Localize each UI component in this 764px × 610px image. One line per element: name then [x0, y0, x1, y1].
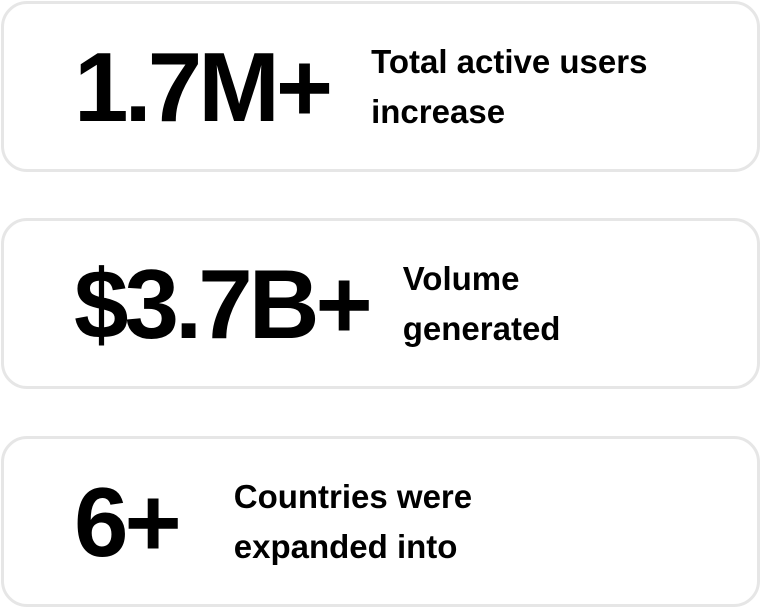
stat-value: $3.7B+: [74, 248, 373, 359]
stat-description: Countries were expanded into: [234, 472, 472, 572]
stat-description-line: Countries were: [233, 477, 473, 515]
stat-card-countries: 6+ Countries were expanded into: [1, 436, 760, 607]
stat-description-line: Total active users: [371, 42, 648, 80]
stat-description-line: generated: [402, 309, 561, 347]
stat-description: Volume generated: [403, 254, 561, 354]
stat-description: Total active users increase: [371, 37, 647, 137]
stat-value: 6+: [74, 466, 182, 577]
stat-description-line: expanded into: [233, 527, 458, 565]
stat-description-line: increase: [371, 92, 506, 130]
stat-card-users: 1.7M+ Total active users increase: [1, 1, 760, 172]
stat-description-line: Volume: [402, 259, 520, 297]
stat-value: 1.7M+: [74, 31, 333, 142]
stat-card-volume: $3.7B+ Volume generated: [1, 218, 760, 389]
